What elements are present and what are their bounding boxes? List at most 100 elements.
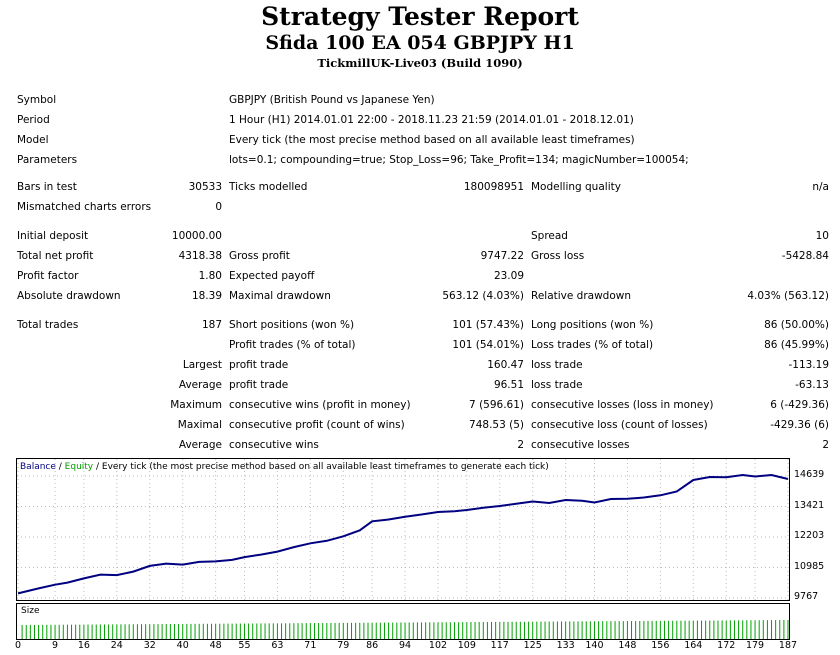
payoff-value: 23.09 [493,270,524,282]
period-value: 1 Hour (H1) 2014.01.01 22:00 - 2018.11.2… [229,114,634,126]
spread-value: 10 [815,230,829,242]
average-loss-label: loss trade [531,379,583,391]
report-subtitle: Sfida 100 EA 054 GBPJPY H1 [265,32,575,54]
report-title: Strategy Tester Report [261,2,579,31]
average-profit-label: profit trade [229,379,289,391]
average-profit-value: 96.51 [493,379,524,391]
ptrades-label: Profit trades (% of total) [229,339,356,351]
mismatch-label: Mismatched charts errors [17,201,152,213]
x-tick-label: 71 [304,640,317,651]
x-tick-label: 24 [110,640,123,651]
legend-balance: Balance [20,462,56,472]
y-tick-label: 10985 [794,560,825,572]
parameters-value: lots=0.1; compounding=true; Stop_Loss=96… [229,154,689,166]
maxloss-value: -429.36 (6) [770,419,829,431]
y-tick-label: 9767 [794,591,819,602]
main-plot-frame [16,458,790,601]
x-tick-label: 55 [238,640,251,651]
maxprofit-value: 748.53 (5) [469,419,524,431]
size-bars [21,620,789,639]
maxlosses-label: consecutive losses (loss in money) [531,399,714,411]
maxwins-value: 7 (596.61) [469,399,524,411]
symbol-label: Symbol [17,94,57,106]
model-value: Every tick (the most precise method base… [229,134,635,146]
profitfactor-label: Profit factor [17,270,79,282]
largest-loss-label: loss trade [531,359,583,371]
absdd-value: 18.39 [191,290,222,302]
server-name: TickmillUK-Live03 (Build 1090) [317,56,523,70]
grossprofit-label: Gross profit [229,250,290,262]
x-tick-label: 164 [684,640,703,651]
y-tick-label: 13421 [794,499,825,511]
x-tick-label: 63 [271,640,284,651]
ltrades-value: 86 (45.99%) [764,339,829,351]
x-tick-label: 133 [556,640,575,651]
maximum-label: Maximum [170,399,222,411]
deposit-label: Initial deposit [17,230,89,242]
y-tick-label: 12203 [794,530,825,541]
maxwins-label: consecutive wins (profit in money) [229,399,411,411]
avgcons-label: Average [178,439,222,451]
ltrades-label: Loss trades (% of total) [531,339,654,351]
grossloss-value: -5428.84 [781,250,829,262]
legend-separator: / [55,462,65,472]
model-label: Model [17,134,49,146]
legend-equity: Equity [64,462,94,472]
quality-value: n/a [812,181,829,193]
spread-label: Spread [531,230,568,242]
legend-description: / Every tick (the most precise method ba… [93,462,549,472]
deposit-value: 10000.00 [171,230,222,242]
balance-chart [16,458,790,640]
average-loss-value: -63.13 [795,379,829,391]
x-tick-label: 156 [651,640,670,651]
x-tick-label: 48 [209,640,222,651]
ptrades-value: 101 (54.01%) [452,339,524,351]
maxlosses-value: 6 (-429.36) [770,399,829,411]
parameters-label: Parameters [17,154,78,166]
maximal-label: Maximal [177,419,222,431]
x-tick-label: 172 [717,640,736,651]
avgwins-value: 2 [517,439,524,451]
reldd-label: Relative drawdown [531,290,632,302]
x-tick-label: 94 [399,640,412,651]
bars-label: Bars in test [17,181,77,193]
grossloss-label: Gross loss [531,250,585,262]
long-label: Long positions (won %) [531,319,654,331]
period-label: Period [17,114,50,126]
y-tick-label: 14639 [794,469,825,480]
short-value: 101 (57.43%) [452,319,524,331]
x-tick-label: 140 [585,640,604,651]
size-label: Size [21,606,40,616]
chart-legend: Balance / Equity / Every tick (the most … [20,462,549,472]
x-tick-label: 117 [490,640,509,651]
grossprofit-value: 9747.22 [480,250,524,262]
bars-value: 30533 [188,181,222,193]
maxdd-label: Maximal drawdown [229,290,331,302]
avglosses-value: 2 [822,439,829,451]
largest-profit-value: 160.47 [487,359,524,371]
mismatch-value: 0 [215,201,222,213]
payoff-label: Expected payoff [229,270,315,282]
avglosses-label: consecutive losses [531,439,630,451]
x-tick-label: 109 [457,640,476,651]
maxprofit-label: consecutive profit (count of wins) [229,419,405,431]
largest-profit-label: profit trade [229,359,289,371]
x-tick-label: 125 [523,640,542,651]
trades-value: 187 [201,319,222,331]
x-tick-label: 179 [745,640,765,651]
trades-label: Total trades [17,319,79,331]
long-value: 86 (50.00%) [764,319,829,331]
netprofit-value: 4318.38 [178,250,222,262]
x-tick-label: 0 [14,640,22,651]
largest-loss-value: -113.19 [788,359,829,371]
x-tick-label: 16 [77,640,90,651]
average-label: Average [178,379,222,391]
profitfactor-value: 1.80 [198,270,222,282]
avgwins-label: consecutive wins [229,439,319,451]
maxdd-value: 563.12 (4.03%) [442,290,524,302]
netprofit-label: Total net profit [17,250,94,262]
balance-line [17,473,789,595]
x-tick-label: 40 [176,640,189,651]
x-tick-label: 148 [618,640,637,651]
x-tick-label: 32 [143,640,156,651]
